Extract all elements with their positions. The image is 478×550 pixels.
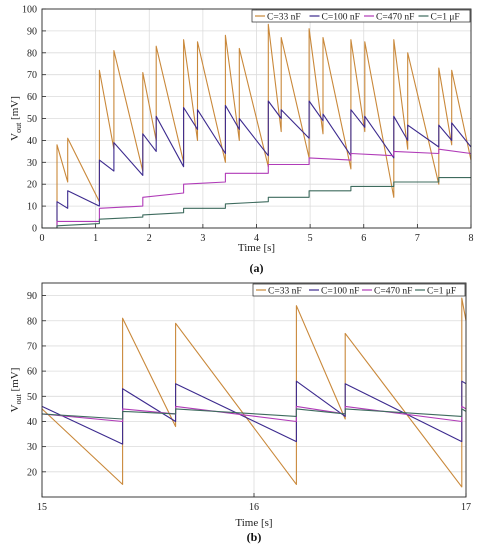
y-tick-label: 20 — [27, 180, 37, 191]
legend-label: C=1 μF — [427, 286, 456, 296]
y-axis-label-unit: [mV] — [9, 96, 21, 123]
y-axis-label-main: V — [9, 133, 21, 141]
x-tick-label: 0 — [40, 233, 45, 244]
panel-caption: (a) — [250, 261, 264, 275]
panel-b: 15 16 17 20 30 40 50 60 70 80 90 C=33 nF C=100 nF C=4… — [9, 282, 471, 544]
y-axis-label-sub: out — [14, 393, 23, 404]
y-tick-label: 20 — [27, 467, 37, 478]
legend-label: C=470 nF — [374, 286, 412, 296]
x-tick-label: 17 — [461, 502, 471, 513]
y-tick-label: 40 — [27, 417, 37, 428]
y-tick-label: 0 — [32, 224, 37, 235]
y-tick-label: 90 — [27, 26, 37, 37]
series-line-1 — [42, 100, 472, 229]
x-axis-label: Time [s] — [235, 517, 272, 529]
y-tick-label: 30 — [27, 158, 37, 169]
series-line-0 — [42, 23, 472, 229]
plot-frame — [41, 8, 472, 229]
panel-caption: (b) — [247, 530, 262, 544]
y-tick-label: 50 — [27, 392, 37, 403]
y-axis-label: Vout [mV] — [9, 368, 23, 413]
y-tick-label: 50 — [27, 114, 37, 125]
x-tick-label: 8 — [469, 233, 474, 244]
y-tick-label: 90 — [27, 291, 37, 302]
series-line-3 — [41, 408, 467, 420]
series-line-3 — [42, 177, 471, 229]
y-tick-label: 80 — [27, 48, 37, 59]
y-tick-label: 40 — [27, 136, 37, 147]
y-tick-label: 30 — [27, 442, 37, 453]
legend-box — [251, 9, 471, 23]
series-line-2 — [42, 148, 472, 229]
legend-box — [252, 283, 466, 297]
y-tick-label: 80 — [27, 316, 37, 327]
y-tick-label: 60 — [27, 367, 37, 378]
plot-frame — [41, 282, 467, 498]
x-tick-label: 7 — [415, 233, 420, 244]
legend-label: C=100 nF — [321, 286, 359, 296]
y-tick-label: 100 — [22, 5, 37, 16]
legend-label: C=33 nF — [267, 12, 301, 22]
y-tick-label: 70 — [27, 70, 37, 81]
y-tick-label: 60 — [27, 92, 37, 103]
legend-label: C=1 μF — [431, 12, 460, 22]
x-tick-label: 5 — [308, 233, 313, 244]
y-axis-label-unit: [mV] — [9, 368, 21, 395]
x-tick-label: 6 — [361, 233, 366, 244]
x-axis-label: Time [s] — [238, 242, 275, 254]
x-tick-label: 1 — [93, 233, 98, 244]
legend-label: C=100 nF — [322, 12, 360, 22]
legend-label: C=33 nF — [268, 286, 302, 296]
x-tick-label: 2 — [147, 233, 152, 244]
x-tick-label: 3 — [200, 233, 205, 244]
x-tick-label: 15 — [37, 502, 47, 513]
y-axis-label-main: V — [9, 404, 21, 412]
y-tick-label: 70 — [27, 341, 37, 352]
y-tick-label: 10 — [27, 202, 37, 213]
legend-label: C=470 nF — [376, 12, 414, 22]
x-tick-label: 16 — [249, 502, 259, 513]
y-axis-label: Vout [mV] — [9, 96, 23, 141]
y-axis-label-sub: out — [14, 122, 23, 133]
x-tick-label: 4 — [254, 233, 259, 244]
